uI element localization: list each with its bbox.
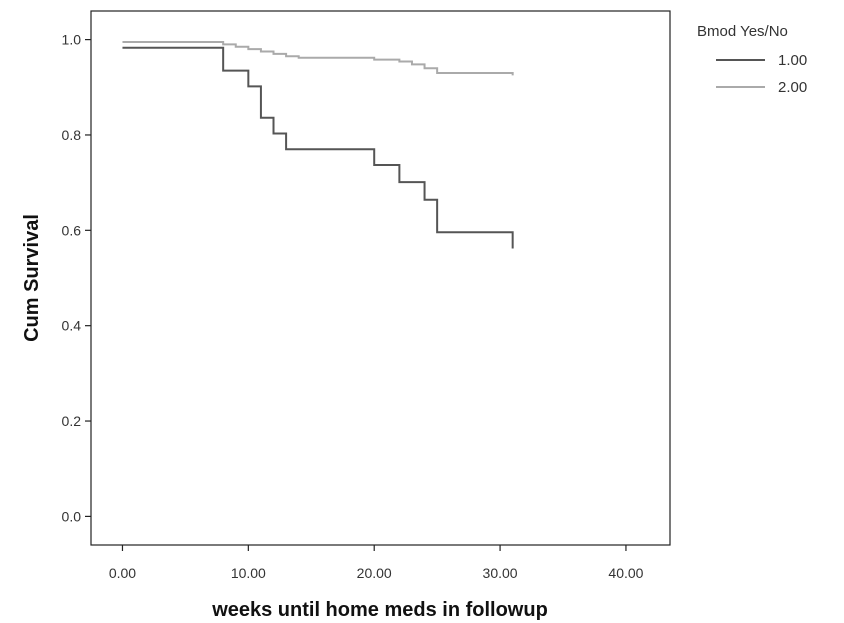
y-tick-label: 0.8 — [62, 127, 82, 143]
y-tick-label: 0.6 — [62, 222, 82, 238]
legend: Bmod Yes/No 1.00 2.00 — [697, 23, 807, 96]
legend-items: 1.00 2.00 — [716, 52, 807, 96]
series-line-2 — [122, 40, 514, 76]
y-axis: 0.0 0.2 0.4 0.6 0.8 1.0 — [62, 32, 91, 524]
x-tick-label: 10.00 — [231, 565, 266, 581]
legend-label: 2.00 — [778, 79, 807, 96]
x-tick-label: 30.00 — [483, 565, 518, 581]
legend-title: Bmod Yes/No — [697, 23, 788, 40]
y-tick-label: 0.2 — [62, 413, 82, 429]
x-axis-title: weeks until home meds in followup — [211, 599, 548, 621]
legend-label: 1.00 — [778, 52, 807, 69]
series-line-1 — [122, 46, 514, 249]
y-axis-title: Cum Survival — [21, 214, 43, 342]
x-tick-label: 40.00 — [608, 565, 643, 581]
plot-frame — [90, 10, 671, 546]
x-tick-label: 20.00 — [357, 565, 392, 581]
y-tick-label: 1.0 — [62, 32, 82, 48]
x-axis: 0.00 10.00 20.00 30.00 40.00 — [109, 545, 644, 581]
x-tick-label: 0.00 — [109, 565, 136, 581]
y-tick-label: 0.4 — [62, 318, 82, 334]
series-layer — [122, 40, 514, 249]
y-tick-label: 0.0 — [62, 508, 82, 524]
